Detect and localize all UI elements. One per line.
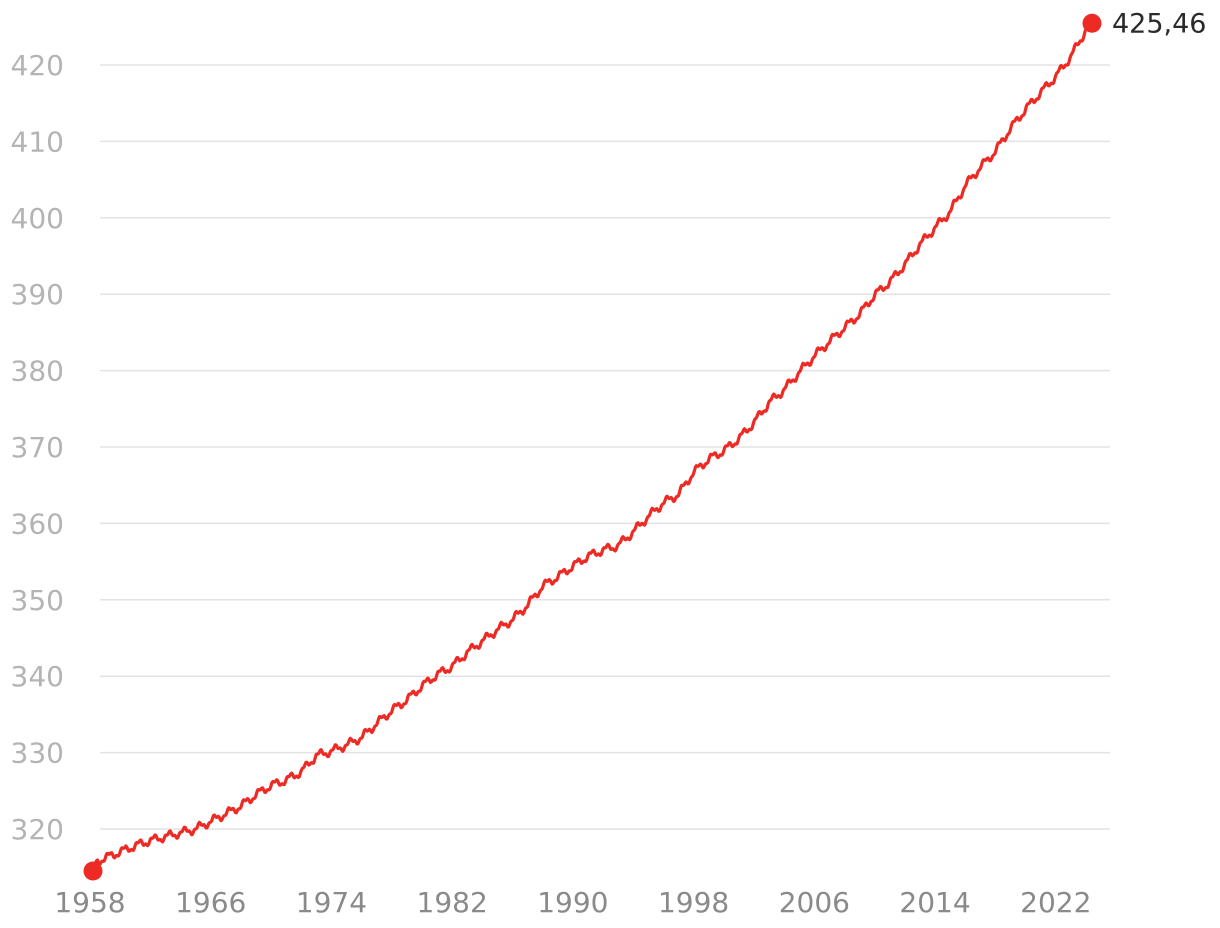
y-tick-label: 390 (11, 278, 64, 311)
y-tick-label: 350 (11, 584, 64, 617)
y-tick-label: 410 (11, 125, 64, 158)
y-tick-label: 420 (11, 49, 64, 82)
y-axis-tick-labels: 320 330 340 350 360 370 380 390 400 410 420 (11, 49, 64, 846)
y-tick-label: 400 (11, 202, 64, 235)
series-layer (91, 19, 1094, 869)
y-tick-label: 380 (11, 355, 64, 388)
end-value-label: 425,46 (1112, 8, 1206, 39)
x-tick-label: 1958 (54, 886, 125, 919)
y-tick-label: 360 (11, 507, 64, 540)
x-tick-label: 1990 (537, 886, 608, 919)
x-tick-label: 2022 (1020, 886, 1091, 919)
x-tick-label: 1974 (296, 886, 367, 919)
end-point-marker (1082, 13, 1102, 33)
y-tick-label: 370 (11, 431, 64, 464)
x-tick-label: 1982 (417, 886, 488, 919)
marker-layer: 425,46 (83, 8, 1206, 881)
y-tick-label: 340 (11, 660, 64, 693)
co2-series-line (91, 19, 1094, 869)
start-point-marker (83, 861, 103, 881)
y-tick-label: 330 (11, 737, 64, 770)
x-tick-label: 2014 (899, 886, 970, 919)
horizontal-gridlines (100, 64, 1110, 830)
x-tick-label: 1998 (658, 886, 729, 919)
x-axis-tick-labels: 1958 1966 1974 1982 1990 1998 2006 2014 2022 (54, 886, 1091, 919)
y-tick-label: 320 (11, 813, 64, 846)
x-tick-label: 2006 (779, 886, 850, 919)
x-tick-label: 1966 (175, 886, 246, 919)
